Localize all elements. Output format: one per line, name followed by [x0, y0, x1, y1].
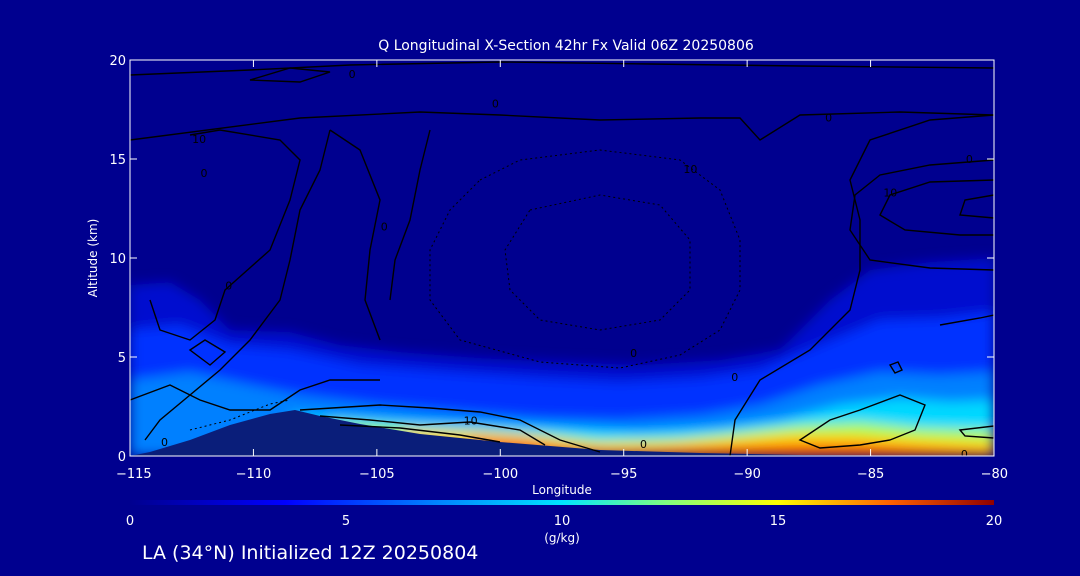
contour-line-negative — [429, 149, 741, 369]
colorbar-tick-label: 15 — [770, 514, 787, 529]
x-axis-title: Longitude — [532, 483, 592, 497]
x-tick-label: −90 — [733, 467, 760, 482]
contour-label: 0 — [961, 448, 968, 461]
contour-line — [144, 129, 331, 441]
contour-line — [329, 129, 381, 341]
y-tick-label: 0 — [118, 450, 126, 465]
y-tick-label: 10 — [109, 252, 126, 267]
y-axis-title: Altitude (km) — [86, 219, 100, 298]
colorbar-ticks: 0 5 10 15 20 — [126, 514, 1002, 529]
plot-area: 10 10 0 0 0 0 0 0 0 10 0 0 10 0 0 0 — [130, 60, 994, 461]
colorbar-tick-label: 20 — [986, 514, 1003, 529]
contour-line — [130, 111, 994, 141]
contour-label: 0 — [825, 111, 832, 124]
initialization-footer: LA (34°N) Initialized 12Z 20250804 — [142, 542, 479, 564]
contour-line-negative — [189, 399, 291, 431]
contour-label: 0 — [630, 347, 637, 360]
contour-line — [849, 159, 994, 271]
contour-line — [299, 404, 601, 453]
terrain — [130, 410, 994, 456]
contour-label: 10 — [683, 163, 697, 176]
x-tick-label: −110 — [236, 467, 272, 482]
contour-line — [149, 129, 301, 341]
contour-labels: 10 10 0 0 0 0 0 0 0 10 0 0 10 0 0 0 — [161, 68, 973, 461]
colorbar — [130, 500, 994, 505]
contour-line — [798, 394, 926, 449]
colorbar-tick-label: 0 — [126, 514, 134, 529]
contour-line — [319, 415, 546, 446]
contour-label: 0 — [492, 98, 499, 111]
x-tick-label: −100 — [482, 467, 518, 482]
contour-line — [188, 339, 227, 366]
x-axis: −115 −110 −105 −100 −95 −90 −85 −80 — [116, 60, 1008, 482]
contour-label: 0 — [349, 68, 356, 81]
y-tick-label: 5 — [118, 351, 126, 366]
y-tick-label: 15 — [109, 153, 126, 168]
contour-label: 0 — [225, 280, 232, 293]
contour-label: 10 — [464, 414, 478, 427]
contour-label: 0 — [381, 220, 388, 233]
x-tick-label: −80 — [981, 467, 1008, 482]
contour-line — [339, 424, 501, 443]
contour-lines — [130, 61, 994, 456]
x-tick-label: −95 — [610, 467, 637, 482]
contour-line — [879, 179, 994, 236]
y-tick-label: 20 — [109, 54, 126, 69]
contour-label: 0 — [640, 438, 647, 451]
contour-line-negative — [504, 194, 691, 331]
contour-line — [249, 67, 331, 83]
contour-label: 0 — [201, 167, 208, 180]
x-tick-label: −105 — [359, 467, 395, 482]
y-axis: 0 5 10 15 20 — [109, 54, 994, 465]
contour-label: 10 — [192, 133, 206, 146]
contour-line — [888, 361, 903, 374]
contour-label: 0 — [731, 371, 738, 384]
x-tick-label: −85 — [857, 467, 884, 482]
contour-line — [959, 194, 994, 219]
contour-line — [958, 425, 994, 439]
x-tick-label: −115 — [116, 467, 152, 482]
contour-line — [939, 314, 994, 326]
colorbar-tick-label: 10 — [554, 514, 571, 529]
contour-line — [729, 114, 994, 456]
colorbar-label: (g/kg) — [544, 531, 580, 545]
contour-label: 10 — [883, 187, 897, 200]
chart-title: Q Longitudinal X-Section 42hr Fx Valid 0… — [378, 38, 754, 54]
contour-line — [389, 129, 431, 301]
contour-label: 0 — [161, 436, 168, 449]
contour-line — [130, 379, 380, 411]
contour-label: 0 — [966, 153, 973, 166]
colorbar-tick-label: 5 — [342, 514, 350, 529]
